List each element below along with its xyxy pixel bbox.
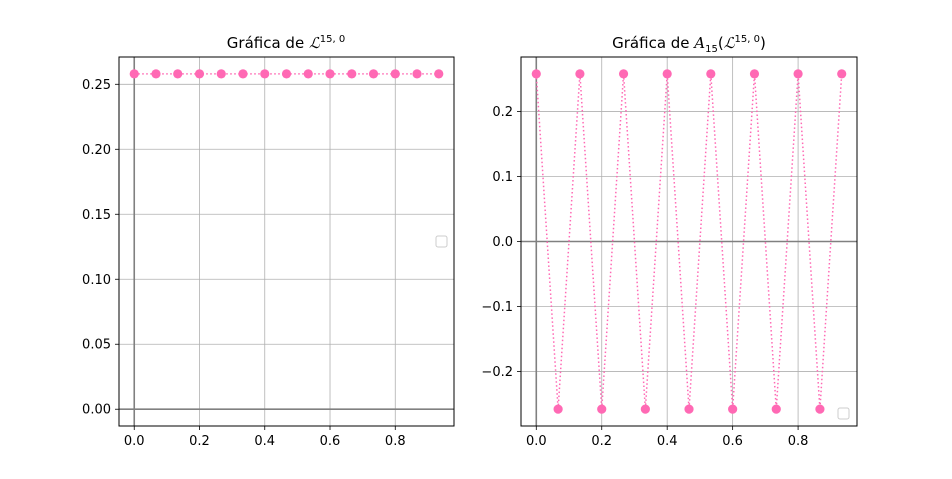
chart-left-title-symbol: ℒ [309,34,321,52]
chart-right-title-a: A [692,34,705,52]
left-xtick-label: 0.6 [320,434,341,449]
chart-left-legend-box [435,235,448,248]
chart-left-title: Gráfica de ℒ15, 0 [227,34,345,52]
right-data-point [553,404,563,414]
right-data-point [706,69,716,79]
right-data-point [684,404,694,414]
left-data-point [260,69,270,79]
right-ytick-label: 0.0 [492,235,513,250]
chart-left-frame [118,56,455,427]
left-data-point [412,69,422,79]
chart-left-title-prefix: Gráfica de [227,34,309,52]
left-data-point [151,69,161,79]
chart-right-title-open: ( [718,34,724,52]
left-data-point [347,69,357,79]
left-data-point [281,69,292,79]
chart-right: Gráfica de A15(ℒ15, 0) 0.0 0.2 0.4 0.6 0.8 −0… [481,34,858,449]
left-ytick-label: 0.10 [82,273,111,288]
left-data-point [303,69,313,79]
right-xtick-label: 0.4 [657,434,678,449]
right-xtick-label: 0.0 [526,434,547,449]
right-data-point [837,69,847,79]
chart-left-zero-axes [119,57,454,426]
right-ytick-label: 0.1 [492,170,513,185]
right-ytick-label: 0.2 [492,105,513,120]
chart-left-title-sup: 15, 0 [320,34,345,45]
right-xtick-label: 0.8 [788,434,809,449]
left-data-point [129,69,139,79]
right-data-point [815,404,825,414]
left-ytick-label: 0.05 [82,338,111,353]
right-data-point [575,69,585,79]
right-data-point [662,69,672,79]
left-xtick-label: 0.4 [254,434,275,449]
left-ytick-label: 0.20 [82,143,111,158]
left-xtick-label: 0.8 [385,434,406,449]
left-data-point [173,69,183,79]
left-xtick-label: 0.2 [189,434,210,449]
right-data-point [749,69,760,79]
left-ytick-label: 0.00 [82,403,111,418]
right-data-point [771,404,781,414]
chart-right-title-symbol: ℒ [724,34,736,52]
left-ytick-label: 0.25 [82,78,111,93]
left-data-point [216,69,226,79]
right-data-point [597,404,607,414]
right-data-point [531,69,541,79]
left-data-point [238,69,248,79]
left-ytick-label: 0.15 [82,208,111,223]
right-ytick-label: −0.2 [481,365,513,380]
chart-right-zero-axes [521,57,857,426]
left-data-point [194,69,205,79]
right-xtick-label: 0.6 [722,434,743,449]
left-data-point [434,69,444,79]
chart-right-title-sup: 15, 0 [735,34,760,45]
chart-right-ticks: 0.0 0.2 0.4 0.6 0.8 −0.2 −0.1 0.0 0.1 0.2 [481,105,808,449]
right-ytick-label: −0.1 [481,300,513,315]
chart-right-title-prefix: Gráfica de [612,34,694,52]
left-data-point [368,69,379,79]
chart-right-title-close: ) [760,34,766,52]
chart-left: Gráfica de ℒ15, 0 0.0 0.2 0.4 0.6 0.80.000.0… [82,34,455,449]
chart-left-ticks: 0.0 0.2 0.4 0.6 0.8 0.00 0.05 0.10 0.15 0.20 0.25 [82,78,406,449]
chart-right-series [531,69,847,414]
left-xtick-label: 0.0 [124,434,145,449]
chart-right-title-sub: 15 [705,44,718,55]
right-xtick-label: 0.2 [591,434,612,449]
right-data-point [618,69,629,79]
right-data-point [793,69,803,79]
chart-right-title: Gráfica de A15(ℒ15, 0) [612,34,766,55]
left-data-point [390,69,400,79]
left-data-point [325,69,335,79]
right-data-point [728,404,738,414]
chart-right-legend-box [837,407,850,420]
right-data-point [640,404,650,414]
chart-left-series [129,69,444,79]
